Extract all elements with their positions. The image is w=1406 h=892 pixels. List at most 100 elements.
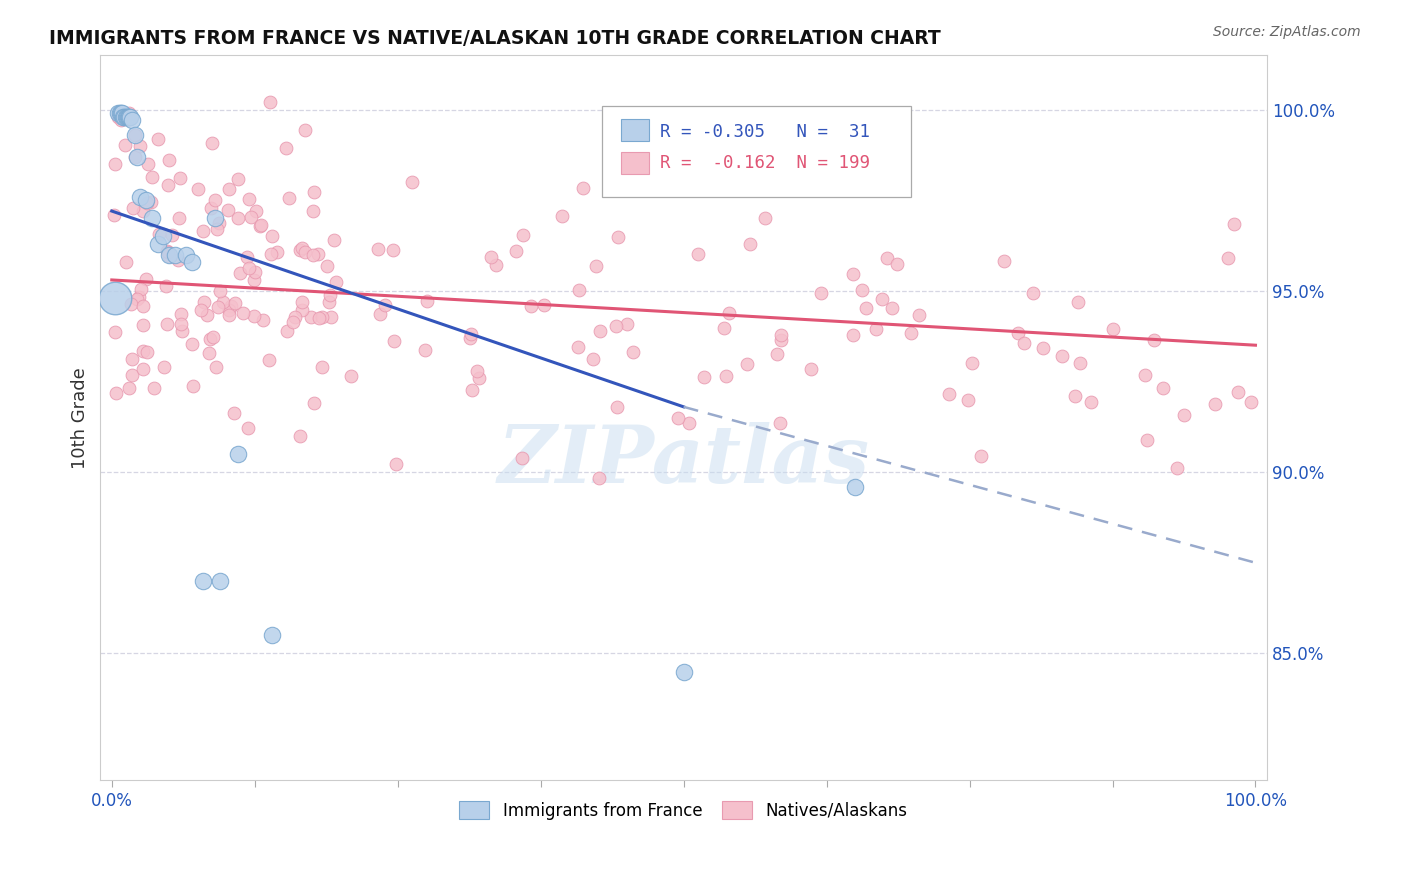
Point <box>266 245 288 260</box>
Point <box>1032 341 1054 355</box>
Point <box>170 307 193 321</box>
Point <box>319 310 342 324</box>
Point <box>121 351 143 366</box>
Point <box>107 110 129 124</box>
Point <box>588 471 610 485</box>
Point <box>291 303 314 318</box>
Point <box>117 110 139 124</box>
Point <box>224 295 246 310</box>
Point <box>800 361 823 376</box>
Point <box>294 244 316 259</box>
Point <box>461 383 484 397</box>
Point <box>218 308 240 322</box>
Point <box>259 247 281 261</box>
Text: Source: ZipAtlas.com: Source: ZipAtlas.com <box>1213 25 1361 39</box>
Point <box>120 297 142 311</box>
Point <box>1143 333 1166 347</box>
Point <box>588 324 610 338</box>
Point <box>768 416 790 430</box>
Point <box>311 310 333 324</box>
Point <box>678 417 700 431</box>
Point <box>465 364 488 378</box>
Point <box>1216 251 1239 265</box>
Point <box>865 321 887 335</box>
Point <box>970 449 993 463</box>
Point <box>201 329 224 343</box>
Point <box>204 211 226 226</box>
Point <box>960 356 983 370</box>
Point <box>190 303 212 318</box>
Point <box>205 359 228 374</box>
Point <box>153 360 176 375</box>
Point <box>114 110 136 124</box>
Point <box>172 324 194 338</box>
Point <box>118 106 141 120</box>
Point <box>218 303 240 318</box>
Point <box>198 332 221 346</box>
Point <box>672 665 695 679</box>
Point <box>284 310 307 325</box>
Point <box>218 182 240 196</box>
Point <box>260 628 283 642</box>
Point <box>104 386 127 401</box>
Point <box>304 396 326 410</box>
Point <box>180 255 202 269</box>
Point <box>311 359 333 374</box>
Point <box>157 249 180 263</box>
Point <box>288 429 311 443</box>
Point <box>125 150 148 164</box>
Point <box>191 224 214 238</box>
Point <box>385 457 408 471</box>
Point <box>104 325 127 339</box>
FancyBboxPatch shape <box>620 119 648 141</box>
Point <box>181 379 204 393</box>
Point <box>229 266 252 280</box>
Point <box>294 123 316 137</box>
Point <box>510 450 533 465</box>
Point <box>1133 368 1156 383</box>
Point <box>110 113 132 128</box>
Point <box>104 156 127 170</box>
Point <box>169 171 191 186</box>
Point <box>155 278 177 293</box>
Point <box>104 291 127 305</box>
Point <box>141 169 163 184</box>
Point <box>124 128 146 142</box>
Point <box>666 410 689 425</box>
Point <box>1166 461 1188 475</box>
Point <box>844 480 866 494</box>
Point <box>621 345 644 359</box>
Point <box>169 211 191 225</box>
Point <box>132 318 155 332</box>
Point <box>276 324 298 338</box>
Point <box>606 230 628 244</box>
Point <box>1136 433 1159 447</box>
Point <box>841 327 863 342</box>
Point <box>382 334 405 348</box>
Point <box>167 252 190 267</box>
Point <box>571 181 593 195</box>
Point <box>195 309 218 323</box>
Point <box>138 157 160 171</box>
Point <box>900 326 922 340</box>
Point <box>129 189 152 203</box>
Point <box>129 282 152 296</box>
Point <box>157 244 180 259</box>
Point <box>323 233 346 247</box>
Point <box>163 247 186 261</box>
Point <box>156 317 179 331</box>
Point <box>568 283 591 297</box>
Point <box>367 242 389 256</box>
Point <box>129 138 152 153</box>
Point <box>249 219 271 233</box>
Point <box>181 337 204 351</box>
Point <box>136 195 159 210</box>
Point <box>232 306 254 320</box>
Point <box>114 138 136 153</box>
Point <box>136 345 159 359</box>
Point <box>585 260 607 274</box>
Point <box>290 241 312 255</box>
Point <box>1152 381 1174 395</box>
Point <box>274 141 297 155</box>
Point <box>1007 326 1029 340</box>
